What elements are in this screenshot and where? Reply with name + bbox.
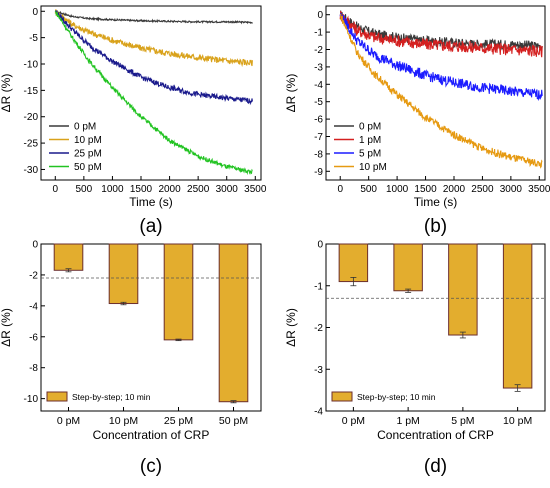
x-tick-label: 3000 bbox=[500, 184, 523, 195]
y-tick-label: 0 bbox=[317, 10, 323, 21]
legend-label: 10 pM bbox=[359, 162, 387, 173]
y-tick-label: 0 bbox=[317, 240, 323, 251]
series-line bbox=[340, 10, 543, 51]
y-tick-label: -4 bbox=[314, 80, 323, 91]
y-tick-label: -2 bbox=[29, 270, 38, 281]
y-tick-label: -1 bbox=[314, 28, 323, 39]
x-tick-label: 1 pM bbox=[396, 415, 419, 427]
y-tick-label: -1 bbox=[314, 281, 323, 292]
x-axis-label: Time (s) bbox=[129, 195, 173, 209]
y-tick-label: -3 bbox=[314, 62, 323, 73]
series-line bbox=[55, 9, 253, 25]
x-tick-label: 0 bbox=[53, 184, 59, 195]
x-tick-label: 1000 bbox=[386, 184, 409, 195]
series-line bbox=[54, 10, 253, 176]
x-tick-label: 3500 bbox=[244, 184, 267, 195]
y-tick-label: -20 bbox=[24, 112, 39, 123]
x-tick-label: 500 bbox=[76, 184, 93, 195]
y-tick-label: -30 bbox=[24, 165, 39, 176]
legend-label: 25 pM bbox=[74, 149, 102, 160]
plot-frame bbox=[40, 5, 262, 181]
bar bbox=[393, 243, 423, 292]
x-axis-label: Time (s) bbox=[414, 195, 458, 209]
panel-label: (c) bbox=[140, 456, 162, 477]
x-tick-label: 500 bbox=[360, 184, 377, 195]
bar bbox=[448, 243, 478, 336]
y-tick-label: -2 bbox=[314, 323, 323, 334]
y-tick-label: -5 bbox=[29, 33, 38, 44]
legend-label: 5 pM bbox=[359, 149, 381, 160]
x-tick-label: 2000 bbox=[443, 184, 466, 195]
y-tick-label: -4 bbox=[314, 407, 323, 418]
y-tick-label: -9 bbox=[314, 167, 323, 178]
x-tick-label: 10 pM bbox=[503, 415, 532, 427]
x-tick-label: 3000 bbox=[216, 184, 239, 195]
x-tick-label: 2000 bbox=[158, 184, 181, 195]
y-tick-label: -8 bbox=[314, 149, 323, 160]
y-tick-label: -2 bbox=[314, 45, 323, 56]
x-tick-label: 25 pM bbox=[164, 415, 193, 427]
bar bbox=[338, 243, 369, 283]
legend-label: Step-by-step; 10 min bbox=[357, 392, 436, 402]
series-line bbox=[54, 10, 253, 106]
y-tick-label: -8 bbox=[29, 363, 38, 374]
x-tick-label: 3500 bbox=[528, 184, 550, 195]
y-tick-label: -6 bbox=[314, 115, 323, 126]
y-tick-label: -15 bbox=[24, 86, 39, 97]
x-tick-label: 1500 bbox=[130, 184, 153, 195]
x-tick-label: 1000 bbox=[101, 184, 124, 195]
y-axis-label: ΔR (%) bbox=[284, 308, 298, 347]
bar bbox=[218, 243, 249, 403]
y-axis-label: ΔR (%) bbox=[284, 74, 298, 113]
series-line bbox=[339, 13, 543, 169]
legend-label: 0 pM bbox=[359, 122, 381, 133]
plot-frame bbox=[40, 243, 262, 412]
panel-label: (d) bbox=[424, 456, 447, 477]
y-axis-label: ΔR (%) bbox=[0, 308, 13, 347]
x-tick-label: 50 pM bbox=[219, 415, 248, 427]
y-tick-label: -5 bbox=[314, 97, 323, 108]
x-tick-label: 0 pM bbox=[57, 415, 80, 427]
bar bbox=[53, 243, 84, 271]
x-tick-label: 0 pM bbox=[342, 415, 365, 427]
x-axis-label: Concentration of CRP bbox=[377, 428, 494, 442]
y-tick-label: 0 bbox=[32, 7, 38, 18]
x-axis-label: Concentration of CRP bbox=[93, 428, 210, 442]
bar bbox=[502, 243, 533, 389]
x-tick-label: 1500 bbox=[414, 184, 437, 195]
legend-swatch bbox=[331, 391, 353, 402]
x-tick-label: 2500 bbox=[471, 184, 494, 195]
legend-swatch bbox=[46, 391, 68, 402]
bar bbox=[108, 243, 139, 305]
y-tick-label: 0 bbox=[32, 240, 38, 251]
x-tick-label: 5 pM bbox=[451, 415, 474, 427]
bar bbox=[163, 243, 194, 341]
legend-label: 1 pM bbox=[359, 135, 381, 146]
y-tick-label: -7 bbox=[314, 132, 323, 143]
y-tick-label: -4 bbox=[29, 301, 38, 312]
y-tick-label: -3 bbox=[314, 365, 323, 376]
legend-label: Step-by-step; 10 min bbox=[72, 392, 151, 402]
y-tick-label: -10 bbox=[24, 394, 39, 405]
series-line bbox=[339, 12, 543, 102]
x-tick-label: 10 pM bbox=[109, 415, 138, 427]
legend-label: 10 pM bbox=[74, 135, 102, 146]
x-tick-label: 2500 bbox=[187, 184, 210, 195]
legend-label: 50 pM bbox=[74, 162, 102, 173]
series-line bbox=[339, 10, 543, 58]
series-line bbox=[54, 9, 253, 68]
y-axis-label: ΔR (%) bbox=[0, 74, 13, 113]
x-tick-label: 0 bbox=[337, 184, 343, 195]
y-tick-label: -6 bbox=[29, 332, 38, 343]
plot-frame bbox=[325, 5, 546, 181]
y-tick-label: -10 bbox=[24, 60, 39, 71]
panel-label: (a) bbox=[139, 216, 162, 237]
y-tick-label: -25 bbox=[24, 139, 39, 150]
legend-label: 0 pM bbox=[74, 122, 96, 133]
panel-label: (b) bbox=[424, 216, 447, 237]
